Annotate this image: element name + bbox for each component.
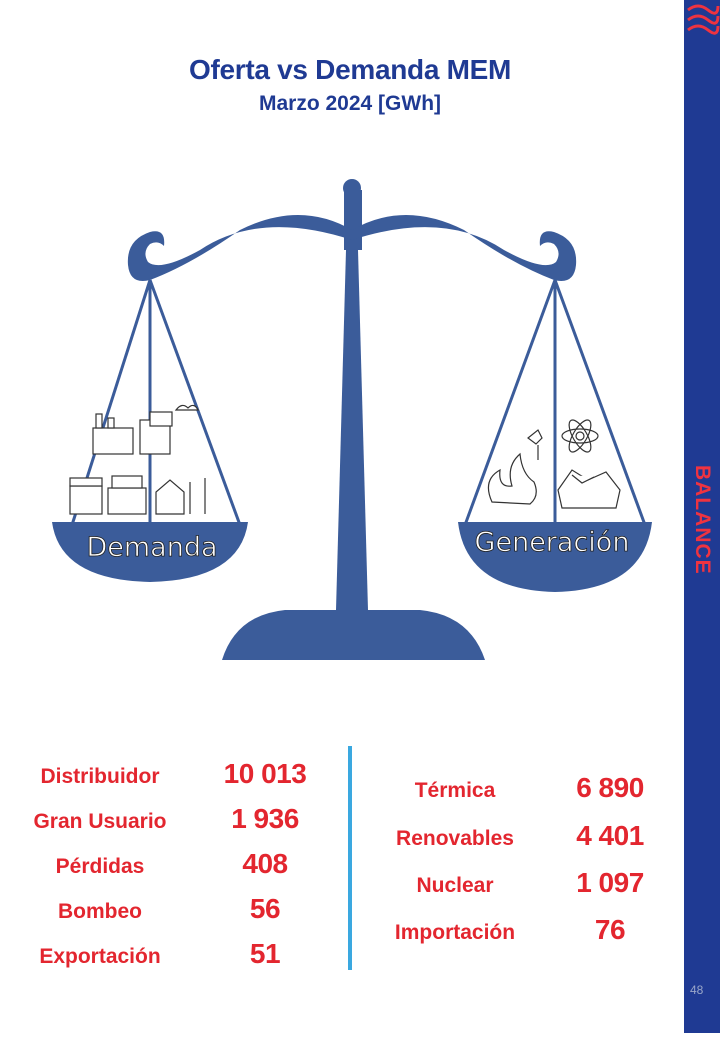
generation-row-nuclear: Nuclear 1 097: [360, 867, 670, 899]
demand-value: 1 936: [231, 803, 299, 834]
scale-base: [222, 610, 485, 660]
demand-row-perdidas: Pérdidas 408: [0, 848, 330, 880]
demand-value: 408: [242, 848, 288, 879]
generation-label: Térmica: [414, 779, 496, 802]
right-pan: [458, 522, 652, 592]
generation-value: 6 890: [576, 772, 644, 803]
demand-label: Gran Usuario: [33, 810, 167, 833]
demand-value: 51: [249, 938, 281, 969]
demand-buildings-icon: [69, 404, 206, 515]
demand-row-gran-usuario: Gran Usuario 1 936: [0, 803, 330, 835]
side-band: [684, 0, 720, 1033]
left-pan: [52, 522, 248, 582]
generation-label: Nuclear: [416, 874, 494, 897]
demand-row-distribuidor: Distribuidor 10 013: [0, 758, 330, 790]
generation-value: 1 097: [576, 867, 644, 898]
generation-row-importacion: Importación 76: [360, 914, 670, 946]
page-number: 48: [690, 983, 704, 997]
page-title: Oferta vs Demanda MEM: [188, 54, 512, 85]
left-pan-label: Demanda: [86, 532, 217, 563]
right-pan-label: Generación: [475, 527, 630, 558]
generation-row-termica: Térmica 6 890: [360, 772, 670, 804]
brand-logo-icon: [687, 4, 720, 35]
balance-scale-illustration: Demanda Generación: [52, 179, 652, 660]
demand-label: Pérdidas: [55, 855, 145, 878]
generation-value: 4 401: [576, 820, 644, 851]
demand-label: Distribuidor: [40, 765, 160, 788]
demand-row-exportacion: Exportación 51: [0, 938, 330, 970]
demand-label: Bombeo: [58, 900, 142, 923]
demand-value: 10 013: [223, 758, 307, 789]
scale-beam: [127, 215, 577, 281]
side-tab-label: BALANCE: [691, 465, 714, 575]
demand-label: Exportación: [39, 945, 161, 968]
demand-value: 56: [249, 893, 281, 924]
demand-row-bombeo: Bombeo 56: [0, 893, 330, 925]
page-subtitle: Marzo 2024 [GWh]: [258, 92, 442, 115]
scale-post: [344, 190, 362, 250]
right-pan-strings: [463, 279, 647, 526]
column-divider: [348, 746, 352, 970]
generation-row-renovables: Renovables 4 401: [360, 820, 670, 852]
generation-label: Renovables: [396, 827, 514, 850]
generation-label: Importación: [394, 921, 516, 944]
scale-column: [336, 250, 368, 610]
generation-sources-icon: [487, 419, 621, 509]
generation-value: 76: [594, 914, 626, 945]
